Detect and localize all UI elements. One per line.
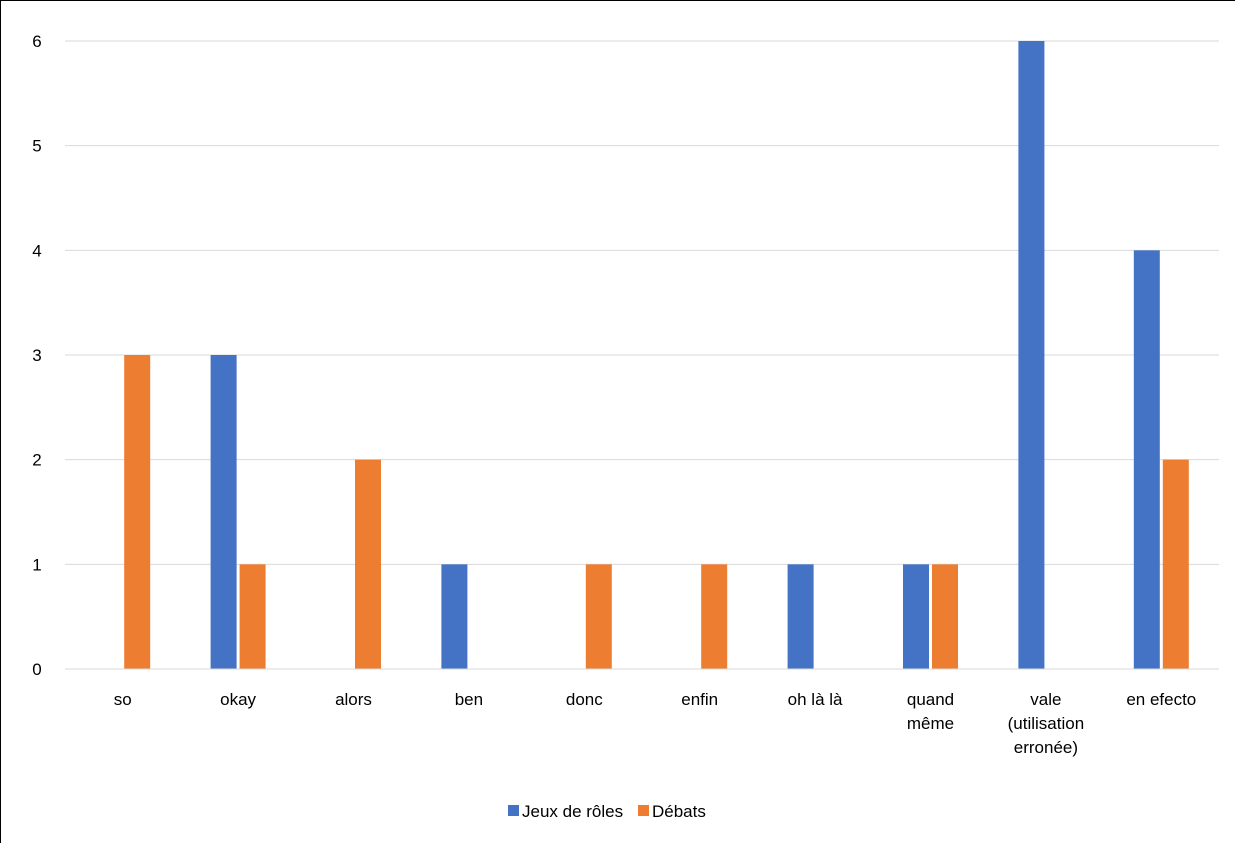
bar-jeux-de-roles <box>1018 41 1044 669</box>
x-category-label: so <box>114 690 132 709</box>
y-tick-label: 1 <box>32 555 41 574</box>
x-category-label: vale <box>1030 690 1061 709</box>
x-category-label: ben <box>455 690 483 709</box>
gridlines <box>65 41 1219 669</box>
x-category-label: (utilisation <box>1008 714 1085 733</box>
bar-debats <box>240 564 266 669</box>
bar-jeux-de-roles <box>1134 250 1160 669</box>
x-category-label: enfin <box>681 690 718 709</box>
bar-debats <box>586 564 612 669</box>
x-category-label: erronée) <box>1014 738 1078 757</box>
x-category-label: donc <box>566 690 603 709</box>
x-category-label: oh là là <box>788 690 843 709</box>
x-category-label: okay <box>220 690 256 709</box>
x-category-label: en efecto <box>1126 690 1196 709</box>
legend-swatch <box>508 805 519 816</box>
y-tick-label: 6 <box>32 32 41 51</box>
bar-jeux-de-roles <box>211 355 237 669</box>
legend-label: Jeux de rôles <box>522 802 623 821</box>
bar-debats <box>932 564 958 669</box>
y-tick-label: 4 <box>32 241 41 260</box>
y-tick-label: 2 <box>32 451 41 470</box>
y-tick-label: 0 <box>32 660 41 679</box>
bar-debats <box>701 564 727 669</box>
legend-label: Débats <box>652 802 706 821</box>
bar-jeux-de-roles <box>788 564 814 669</box>
bar-jeux-de-roles <box>903 564 929 669</box>
bar-debats <box>124 355 150 669</box>
y-axis-ticks: 0 1 2 3 4 5 6 <box>32 32 41 679</box>
bar-debats <box>355 460 381 669</box>
y-tick-label: 5 <box>32 137 41 156</box>
legend: Jeux de rôles Débats <box>508 802 706 821</box>
x-category-label: même <box>907 714 954 733</box>
bar-jeux-de-roles <box>441 564 467 669</box>
x-axis: so okay alors ben donc enfin oh là là quand même… <box>65 669 1219 757</box>
bar-debats <box>1163 460 1189 669</box>
y-tick-label: 3 <box>32 346 41 365</box>
x-category-label: quand <box>907 690 954 709</box>
legend-swatch <box>638 805 649 816</box>
x-category-label: alors <box>335 690 372 709</box>
